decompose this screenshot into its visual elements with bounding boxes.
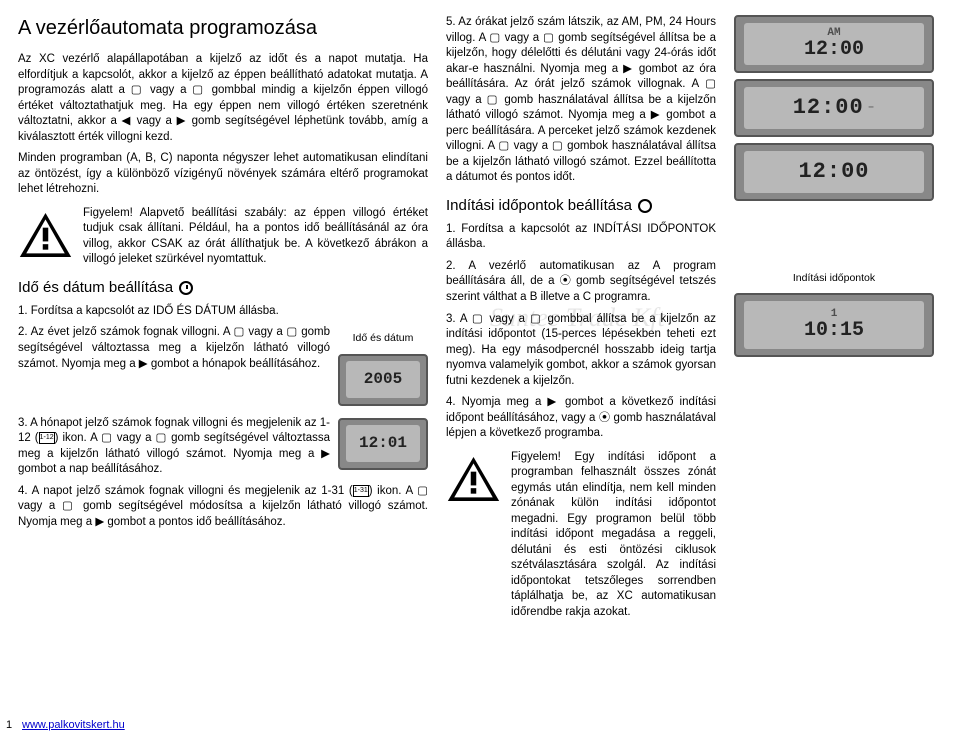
intro-p1: Az XC vezérlő alapállapotában a kijelző … [18, 52, 428, 145]
clock-icon [179, 281, 193, 295]
warning-icon-2 [446, 454, 501, 504]
lcd-1: AM12:00 [734, 15, 934, 73]
time-steps-cont: 5. Az órákat jelző szám látszik, az AM, … [446, 15, 716, 186]
lcd-time-embed: 12:01 [338, 418, 428, 476]
right-column: AM12:00 12:00– 12:00 Indítási időpontok … [734, 15, 934, 628]
time-steps: 1. Fordítsa a kapcsolót az IDŐ ÉS DÁTUM … [18, 304, 428, 530]
warning-text-1: Figyelem! Alapvető beállítási szabály: a… [83, 206, 428, 268]
step-1: 1. Fordítsa a kapcsolót az IDŐ ÉS DÁTUM … [18, 304, 428, 320]
lcd-1201: 12:01 [346, 425, 421, 462]
lcd-3: 12:00 [734, 143, 934, 201]
start-step-3: 3. A ▢ vagy a ▢ gombbal állítsa be a kij… [446, 312, 716, 390]
middle-column: 5. Az órákat jelző szám látszik, az AM, … [446, 15, 716, 628]
cal-icon-1-31: 1-31 [353, 485, 369, 497]
section-time-heading: Idő és dátum beállítása [18, 278, 428, 298]
start-step-1: 1. Fordítsa a kapcsolót az INDÍTÁSI IDŐP… [446, 222, 716, 253]
warning-text-2: Figyelem! Egy indítási időpont a program… [511, 450, 716, 621]
step-5: 5. Az órákat jelző szám látszik, az AM, … [446, 15, 716, 186]
step-2: Idő és dátum 2005 2. Az évet jelző számo… [18, 325, 428, 372]
step-4: 4. A napot jelző számok fognak villogni … [18, 484, 428, 531]
lcd-4: 110:15 [734, 293, 934, 357]
page-title: A vezérlőautomata programozása [18, 15, 428, 42]
start-step-2: 2. A vezérlő automatikusan az A program … [446, 259, 716, 306]
lcd-year: 2005 [346, 361, 421, 398]
left-column: A vezérlőautomata programozása Az XC vez… [18, 15, 428, 628]
lcd-year-embed: Idő és dátum 2005 [338, 327, 428, 411]
side-label-start: Indítási időpontok [734, 271, 934, 285]
intro-p2: Minden programban (A, B, C) naponta négy… [18, 151, 428, 198]
warning-box-2: Figyelem! Egy indítási időpont a program… [446, 450, 716, 621]
start-icon [638, 199, 652, 213]
warning-icon [18, 210, 73, 260]
start-step-4: 4. Nyomja meg a ▶ gombot a következő ind… [446, 395, 716, 442]
step-3: 12:01 3. A hónapot jelző számok fognak v… [18, 416, 428, 478]
footer-link[interactable]: www.palkovitskert.hu [22, 718, 125, 733]
section-start-heading: Indítási időpontok beállítása [446, 196, 716, 216]
start-steps: 1. Fordítsa a kapcsolót az INDÍTÁSI IDŐP… [446, 222, 716, 442]
lcd-2: 12:00– [734, 79, 934, 137]
warning-box-1: Figyelem! Alapvető beállítási szabály: a… [18, 206, 428, 268]
cal-icon-1-12: 1-12 [39, 432, 55, 444]
page-number: 1 [6, 718, 12, 733]
